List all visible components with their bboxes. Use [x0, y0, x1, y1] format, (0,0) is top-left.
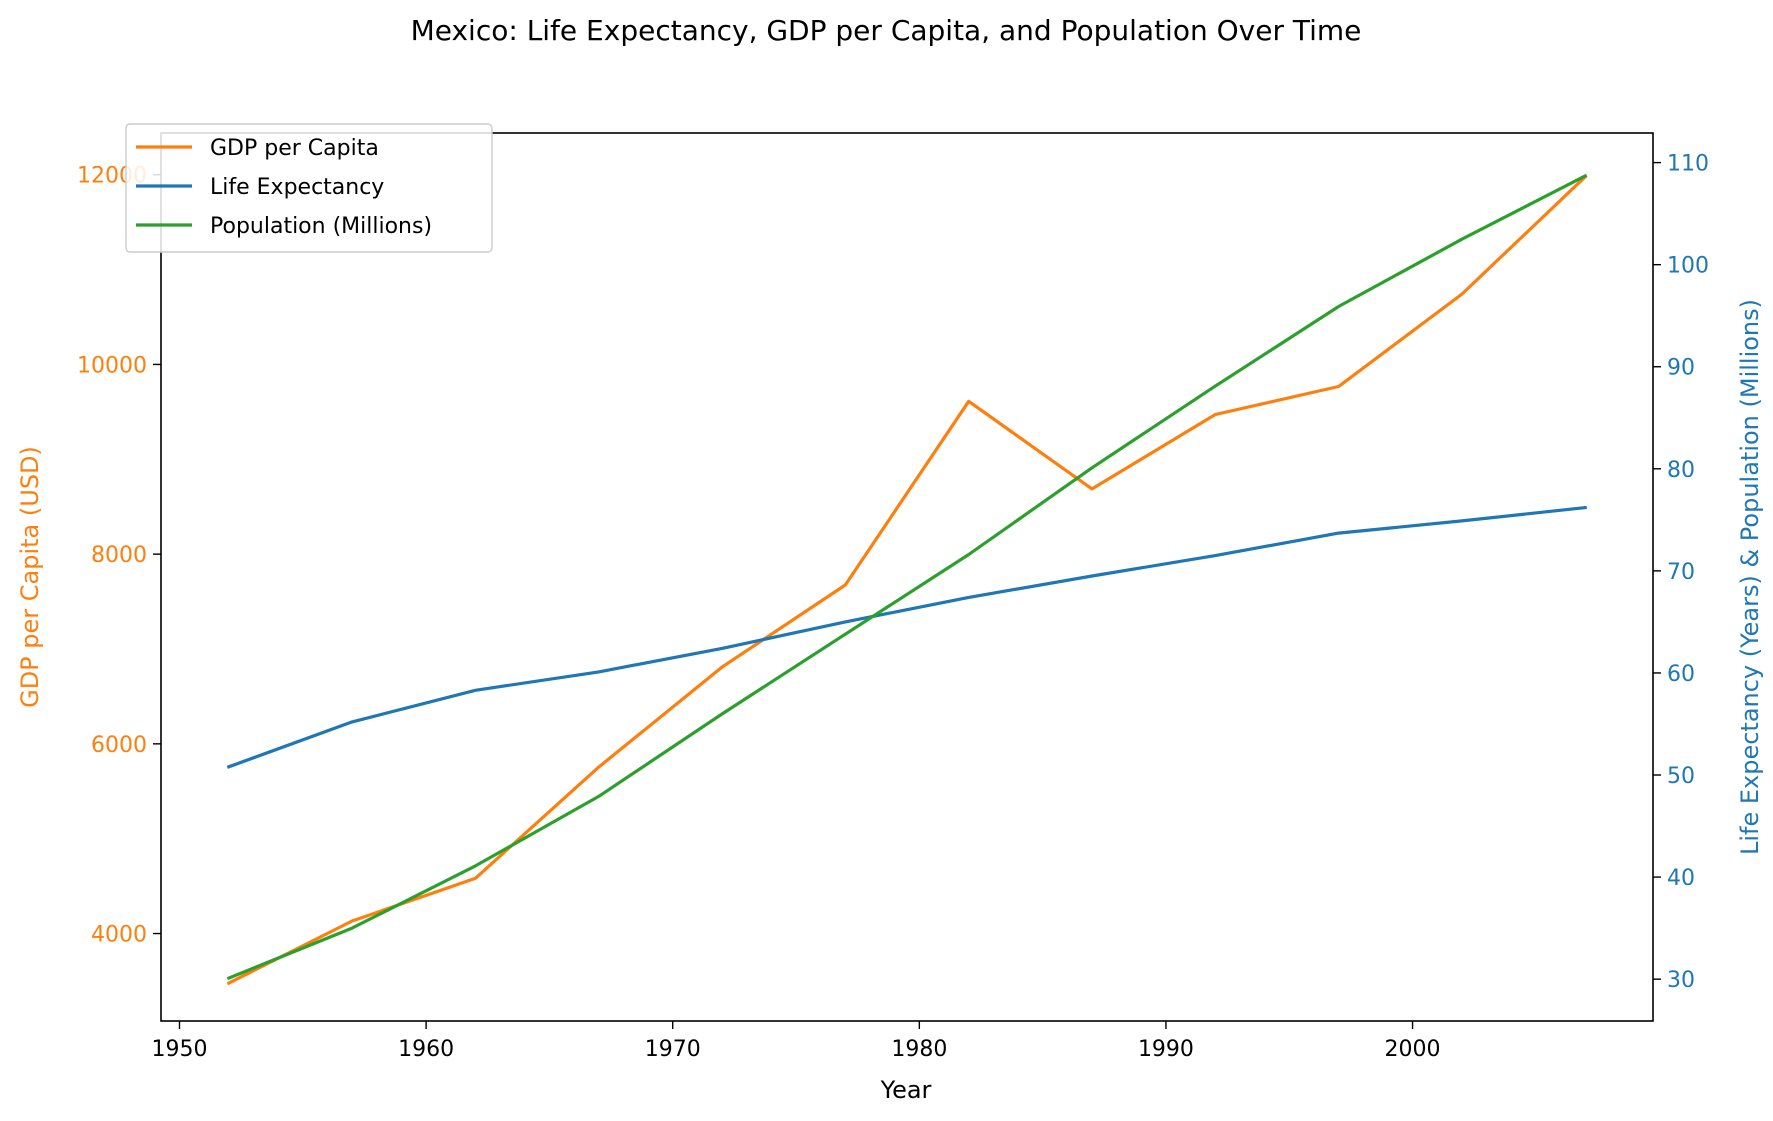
y-right-tick-label: 110: [1667, 152, 1709, 177]
y-axis-right: 30 40 50 60 70 80 90 100 110: [1653, 152, 1709, 993]
x-tick-label: 1990: [1138, 1037, 1194, 1062]
series-group: [226, 173, 1588, 986]
y-right-tick-label: 60: [1667, 662, 1695, 687]
x-axis: 1950 1960 1970 1980 1990 2000: [151, 1021, 1441, 1062]
legend-box: [125, 123, 493, 253]
legend-label: Population (Millions): [210, 214, 432, 239]
series-line-population-millions: [226, 173, 1588, 981]
x-tick-label: 2000: [1385, 1037, 1441, 1062]
x-tick-label: 1950: [151, 1037, 207, 1062]
x-tick-label: 1970: [645, 1037, 701, 1062]
x-tick-label: 1960: [398, 1037, 454, 1062]
chart-title: Mexico: Life Expectancy, GDP per Capita,…: [411, 14, 1362, 47]
y-right-tick-label: 50: [1667, 764, 1695, 789]
series-line-gdp-per-capita: [226, 174, 1588, 986]
y-right-tick-label: 30: [1667, 968, 1695, 993]
x-tick-label: 1980: [891, 1037, 947, 1062]
y-left-tick-label: 4000: [91, 923, 147, 948]
y-right-tick-label: 100: [1667, 254, 1709, 279]
y-left-tick-label: 6000: [91, 733, 147, 758]
y-axis-left-label: GDP per Capita (USD): [16, 446, 44, 708]
y-right-tick-label: 80: [1667, 458, 1695, 483]
plot-area: [160, 132, 1654, 1022]
y-axis-right-label: Life Expectancy (Years) & Population (Mi…: [1736, 299, 1764, 855]
x-axis-label: Year: [880, 1076, 932, 1104]
legend-label: GDP per Capita: [210, 136, 379, 161]
y-right-tick-label: 40: [1667, 866, 1695, 891]
y-left-tick-label: 8000: [91, 543, 147, 568]
y-right-tick-label: 90: [1667, 356, 1695, 381]
legend: GDP per Capita Life Expectancy Population …: [125, 123, 493, 253]
series-line-life-expectancy: [226, 505, 1587, 769]
y-left-tick-label: 10000: [77, 353, 147, 378]
y-right-tick-label: 70: [1667, 560, 1695, 585]
legend-label: Life Expectancy: [210, 175, 384, 200]
plot-frame: [160, 132, 1654, 1022]
